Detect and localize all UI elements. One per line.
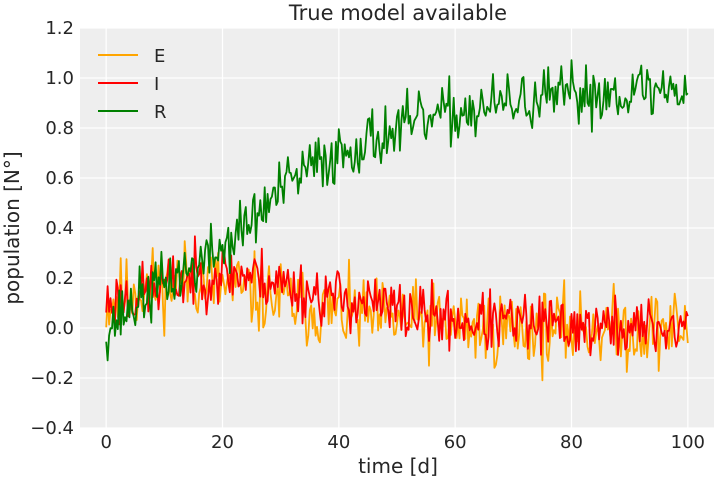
series-lines — [105, 59, 689, 382]
x-tick-label: 60 — [444, 432, 467, 453]
y-tick-label: 0.4 — [45, 218, 74, 239]
series-line-I — [105, 235, 689, 357]
grid — [80, 27, 714, 429]
x-ticks: 0 20 40 60 80 100 — [100, 432, 705, 453]
x-tick-label: 20 — [211, 432, 234, 453]
y-tick-label: 0.6 — [45, 168, 74, 189]
legend-label-E: E — [154, 46, 165, 67]
legend-label-R: R — [154, 102, 167, 123]
y-tick-label: 0.8 — [45, 118, 74, 139]
y-ticks: −0.4 −0.2 0.0 0.2 0.4 0.6 0.8 1.0 1.2 — [30, 18, 74, 439]
y-tick-label: 1.0 — [45, 68, 74, 89]
series-line-R — [105, 59, 689, 362]
y-tick-label: 1.2 — [45, 18, 74, 39]
y-axis-label: population [N°] — [0, 151, 24, 304]
x-tick-label: 0 — [100, 432, 111, 453]
y-tick-label: 0.2 — [45, 268, 74, 289]
y-tick-label: −0.4 — [30, 418, 74, 439]
x-axis-label: time [d] — [358, 454, 438, 478]
x-tick-label: 40 — [327, 432, 350, 453]
x-tick-label: 80 — [560, 432, 583, 453]
legend-label-I: I — [154, 74, 159, 95]
y-tick-label: 0.0 — [45, 318, 74, 339]
y-tick-label: −0.2 — [30, 368, 74, 389]
chart-title: True model available — [288, 1, 507, 25]
legend: EIR — [98, 46, 167, 123]
x-tick-label: 100 — [671, 432, 705, 453]
